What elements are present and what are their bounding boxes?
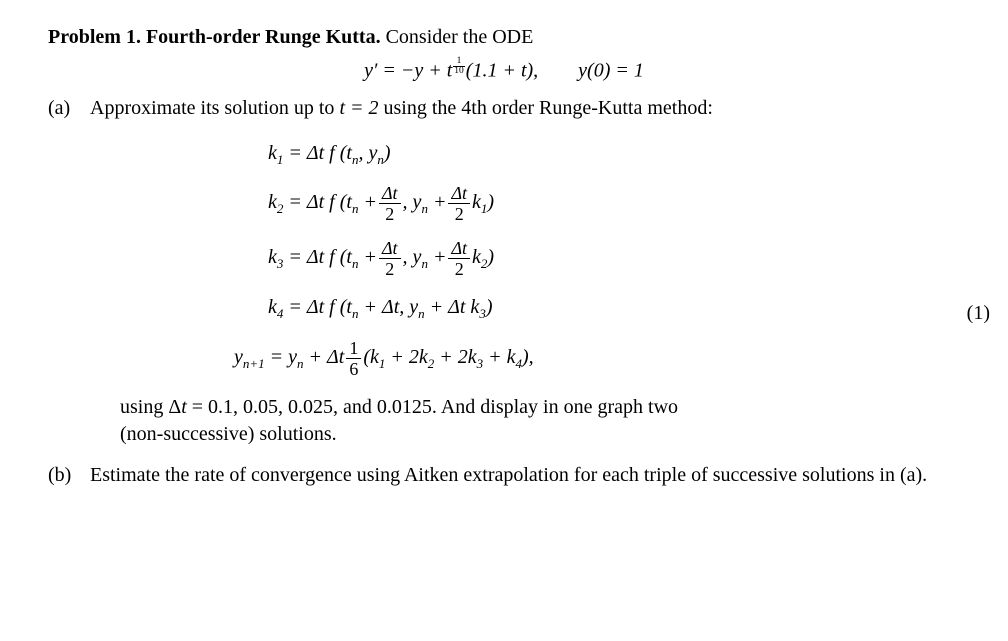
yn1-frac: 16 bbox=[346, 339, 361, 378]
part-b-body: Estimate the rate of convergence using A… bbox=[90, 462, 960, 489]
part-a-label: (a) bbox=[48, 95, 90, 122]
part-b-label: (b) bbox=[48, 462, 90, 489]
ode-lhs: y′ = −y + t bbox=[364, 60, 452, 82]
k3-frac2: Δt2 bbox=[448, 239, 470, 278]
exponent-frac: 110 bbox=[453, 57, 465, 75]
equation-number: (1) bbox=[967, 300, 990, 327]
rk-yn1: yn+1 = yn + Δt16(k1 + 2k2 + 2k3 + k4), bbox=[234, 339, 960, 378]
k3-frac1: Δt2 bbox=[379, 239, 401, 278]
part-a-after: using Δt = 0.1, 0.05, 0.025, and 0.0125.… bbox=[120, 394, 900, 448]
ode-equation: y′ = −y + t110(1.1 + t), y(0) = 1 bbox=[48, 57, 960, 85]
part-a-text: Approximate its solution up to bbox=[90, 97, 339, 119]
after-line1a: using Δ bbox=[120, 396, 181, 418]
problem-page: Problem 1. Fourth-order Runge Kutta. Con… bbox=[0, 0, 1008, 513]
rk-equations: k1 = Δt f (tn, yn) k2 = Δt f (tn + Δt2, … bbox=[268, 140, 960, 378]
k2-frac2: Δt2 bbox=[448, 184, 470, 223]
ode-spacer bbox=[538, 60, 558, 82]
ode-ic: y(0) = 1 bbox=[578, 60, 644, 82]
part-a: (a) Approximate its solution up to t = 2… bbox=[48, 95, 960, 122]
after-line1b: = 0.1, 0.05, 0.025, and 0.0125. And disp… bbox=[187, 396, 678, 418]
rk-k3: k3 = Δt f (tn + Δt2, yn + Δt2k2) bbox=[268, 239, 960, 278]
part-a-teq: t = 2 bbox=[339, 97, 378, 119]
problem-title-rest: Consider the ODE bbox=[381, 26, 534, 48]
part-a-text2: using the 4th order Runge-Kutta method: bbox=[379, 97, 713, 119]
ode-spacer2 bbox=[558, 60, 578, 82]
ode-factor: (1.1 + t), bbox=[466, 60, 538, 82]
problem-title: Problem 1. Fourth-order Runge Kutta. bbox=[48, 26, 381, 48]
part-b: (b) Estimate the rate of convergence usi… bbox=[48, 462, 960, 489]
problem-title-line: Problem 1. Fourth-order Runge Kutta. Con… bbox=[48, 24, 960, 51]
rk-k2: k2 = Δt f (tn + Δt2, yn + Δt2k1) bbox=[268, 184, 960, 223]
after-line2: (non-successive) solutions. bbox=[120, 423, 337, 445]
rk-k4: k4 = Δt f (tn + Δt, yn + Δt k3) bbox=[268, 294, 960, 323]
part-a-body: Approximate its solution up to t = 2 usi… bbox=[90, 95, 960, 122]
k2-frac1: Δt2 bbox=[379, 184, 401, 223]
rk-k1: k1 = Δt f (tn, yn) bbox=[268, 140, 960, 169]
